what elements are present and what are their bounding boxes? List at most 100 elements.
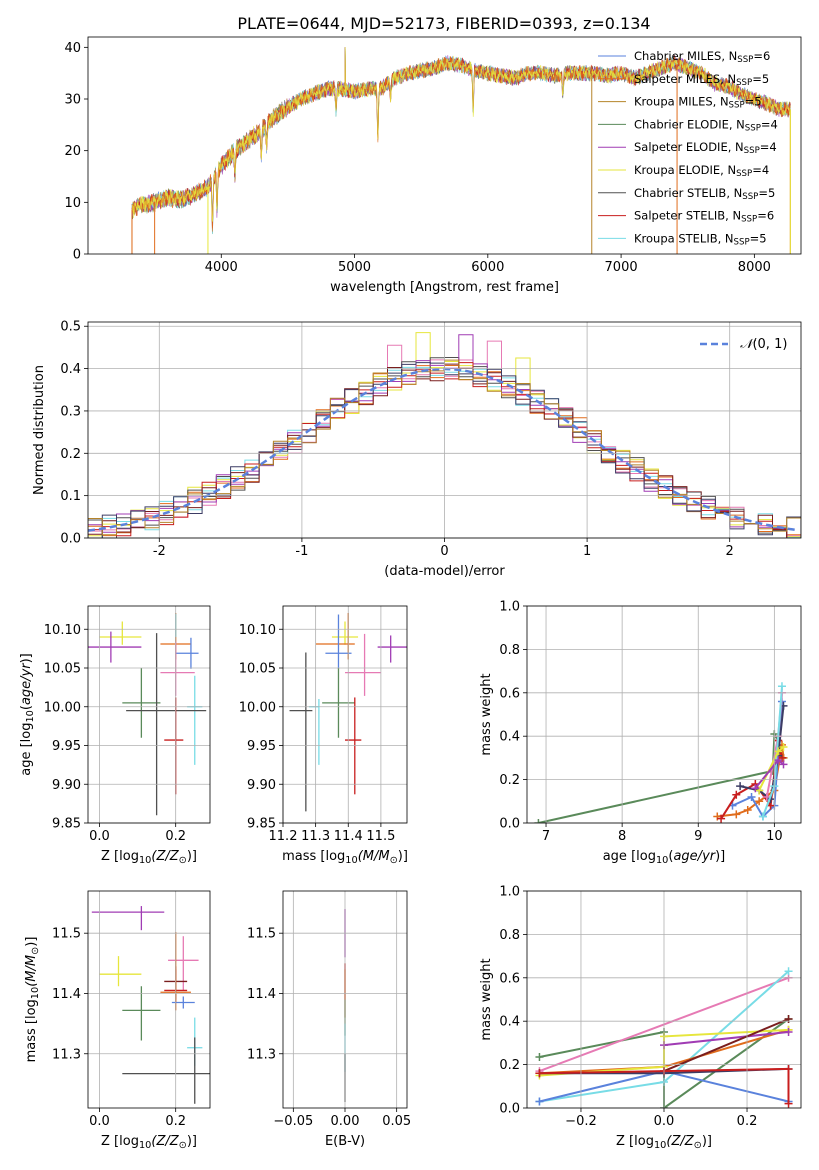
legend-label: Kroupa STELIB, NSSP=5: [634, 231, 767, 247]
y-tick-label: 1.0: [499, 885, 520, 900]
y-tick-label: 11.3: [52, 1047, 81, 1062]
y-tick-label: 11.4: [52, 987, 81, 1002]
residuals-legend: 𝒩(0, 1): [700, 337, 787, 352]
y-axis-label: age [log10(age/yr)]: [19, 653, 36, 776]
panel-age-vs-mass: 11.2 11.3 11.4 11.5 9.85 9.90 9.95 10.00 10.05 10…: [239, 605, 408, 866]
y-tick-label: 0.8: [499, 643, 520, 658]
x-axis-label: E(B-V): [325, 1134, 365, 1149]
x-tick-label: 1: [583, 544, 591, 559]
y-tick-label: 0.5: [60, 320, 81, 335]
panel-weight-vs-age: 7 8 9 10 0.0 0.2 0.4 0.6 0.8 1.0 age [log10(age/yr…: [479, 600, 802, 866]
y-tick-label: 10.00: [239, 700, 276, 715]
y-tick-label: 9.85: [52, 817, 81, 832]
x-axis-label: (data-model)/error: [384, 564, 505, 579]
y-tick-label: 0.0: [499, 1102, 520, 1117]
x-tick-label: -2: [153, 544, 166, 559]
legend-label: Chabrier MILES, NSSP=6: [634, 49, 770, 65]
figure-title: PLATE=0644, MJD=52173, FIBERID=0393, z=0…: [237, 14, 650, 33]
plot-area-spectrum: [131, 47, 791, 254]
weight-series-9: [539, 1067, 790, 1104]
y-axis-label: Normed distribution: [32, 365, 47, 495]
x-tick-label: 0.05: [382, 1114, 411, 1129]
spectrum-legend: Chabrier MILES, NSSP=6 Salpeter MILES, NS…: [598, 49, 778, 248]
x-tick-label: 8: [618, 829, 626, 844]
spectrum-series-5: [131, 47, 791, 223]
x-tick-label: 0: [440, 544, 448, 559]
x-tick-label: 0.2: [165, 1114, 186, 1129]
x-tick-label: 7: [542, 829, 550, 844]
weight-marker: [747, 792, 756, 801]
panel-weight-vs-Z: −0.2 0.0 0.2 0.0 0.2 0.4 0.6 0.8 1.0 Z [log10(Z/Z…: [479, 885, 802, 1151]
weight-marker: [774, 747, 783, 756]
x-tick-label: 11.2: [269, 829, 298, 844]
weight-series-8: [663, 1018, 789, 1073]
weight-marker: [717, 814, 726, 823]
spectrum-series-8: [131, 47, 791, 235]
y-tick-label: 11.5: [247, 927, 276, 942]
x-tick-label: 0.0: [89, 1114, 110, 1129]
y-tick-label: 11.4: [247, 987, 276, 1002]
y-axis-label: mass weight: [479, 958, 494, 1040]
x-axis-label: mass [log10(M/M⊙)]: [282, 849, 408, 866]
y-tick-label: 9.90: [247, 778, 276, 793]
x-tick-label: 4000: [205, 260, 238, 275]
x-tick-label: 2: [726, 544, 734, 559]
y-tick-label: 10.10: [44, 623, 81, 638]
y-tick-label: 9.95: [52, 739, 81, 754]
legend-label: Chabrier ELODIE, NSSP=4: [634, 117, 778, 133]
y-tick-label: 40: [64, 41, 81, 56]
x-axis-label: age [log10(age/yr)]: [603, 849, 726, 866]
legend-label: Salpeter ELODIE, NSSP=4: [634, 140, 777, 156]
axes-frame: [87, 36, 802, 255]
weight-marker: [534, 819, 543, 823]
weight-marker: [774, 756, 783, 765]
weight-marker: [732, 790, 741, 799]
y-tick-label: 30: [64, 93, 81, 108]
y-tick-label: 11.5: [52, 927, 81, 942]
x-tick-label: 9: [694, 829, 702, 844]
y-axis-label: mass weight: [479, 673, 494, 755]
axes-frame: [526, 605, 802, 824]
y-tick-label: 0.6: [499, 971, 520, 986]
legend-label: Chabrier STELIB, NSSP=5: [634, 186, 775, 202]
axes-frame: [87, 890, 211, 1109]
x-axis-label: wavelength [Angstrom, rest frame]: [330, 280, 559, 295]
normal-reference-curve: [88, 367, 799, 532]
x-tick-label: 10: [766, 829, 783, 844]
x-axis-label: Z [log10(Z/Z⊙)]: [101, 849, 197, 866]
weight-marker: [755, 797, 764, 806]
x-tick-label: −0.05: [273, 1114, 313, 1129]
weight-marker: [736, 782, 745, 791]
legend-label: Salpeter STELIB, NSSP=6: [634, 209, 774, 225]
x-tick-label: -1: [295, 544, 308, 559]
y-tick-label: 0.0: [499, 817, 520, 832]
weight-series-6: [663, 1031, 789, 1047]
plot-area-age-vs-mass: [289, 612, 407, 812]
x-tick-label: 11.3: [301, 829, 330, 844]
y-tick-label: 0.2: [60, 447, 81, 462]
weight-marker: [751, 784, 760, 793]
y-tick-label: 9.85: [247, 817, 276, 832]
legend-label: Kroupa ELODIE, NSSP=4: [634, 163, 769, 179]
y-tick-label: 0.6: [499, 686, 520, 701]
y-tick-label: 10.05: [44, 662, 81, 677]
panel-age-vs-Z: 0.0 0.2 9.85 9.90 9.95 10.00 10.05 10.10 Z [log1…: [19, 605, 211, 866]
weight-marker: [535, 1053, 544, 1062]
weight-marker: [779, 760, 788, 769]
weight-marker: [758, 812, 767, 821]
y-tick-label: 0.8: [499, 928, 520, 943]
y-tick-label: 0.4: [60, 362, 81, 377]
panel-spectrum: 4000 5000 6000 7000 8000 0 10 20 30 40 wavelength …: [64, 36, 802, 295]
weight-marker: [779, 743, 788, 752]
x-tick-label: 8000: [738, 260, 771, 275]
x-tick-label: 5000: [338, 260, 371, 275]
weight-marker: [784, 1028, 793, 1037]
weight-marker: [784, 967, 793, 976]
y-tick-label: 0.1: [60, 489, 81, 504]
legend-label: Kroupa MILES, NSSP=5: [634, 95, 762, 111]
x-tick-label: 0.2: [165, 829, 186, 844]
y-tick-label: 11.3: [247, 1047, 276, 1062]
x-axis-label: Z [log10(Z/Z⊙)]: [101, 1134, 197, 1151]
y-tick-label: 9.90: [52, 778, 81, 793]
y-tick-label: 0.3: [60, 404, 81, 419]
